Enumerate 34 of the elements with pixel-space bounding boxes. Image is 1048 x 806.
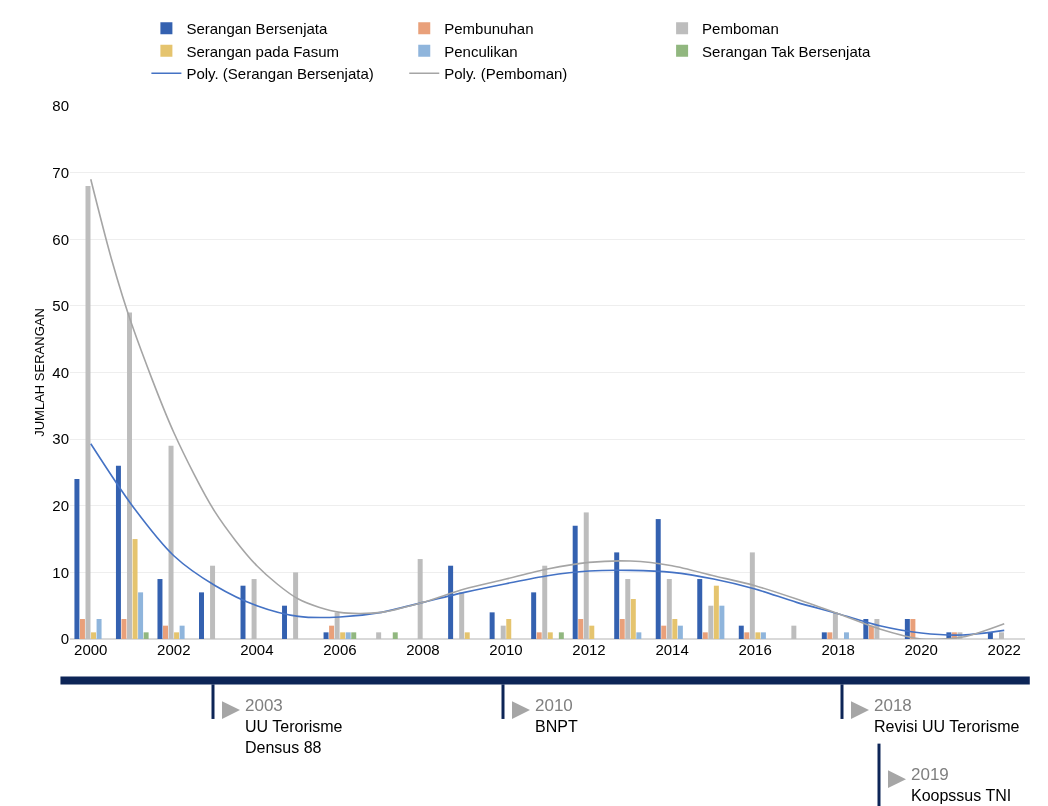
y-tick-label: 0 bbox=[60, 630, 69, 648]
text: 2010 BNPT bbox=[535, 696, 578, 735]
x-tick-label: 2000 bbox=[74, 641, 108, 658]
x-tick-label: 2008 bbox=[406, 641, 440, 658]
x-tick-label: 2018 bbox=[821, 641, 855, 658]
y-tick-label: 30 bbox=[52, 430, 69, 448]
y-tick-label: 40 bbox=[52, 363, 69, 381]
legend-label: Pemboman bbox=[702, 20, 779, 38]
y-tick-label: 10 bbox=[52, 563, 69, 581]
x-tick-label: 2012 bbox=[572, 641, 606, 658]
text: 2003 UU Terorisme Densus 88 bbox=[245, 696, 343, 756]
legend-label: Serangan Tak Bersenjata bbox=[702, 42, 871, 60]
y-tick-label: 20 bbox=[52, 497, 69, 514]
x-tick-label: 2004 bbox=[240, 641, 274, 658]
legend-label: Poly. (Serangan Bersenjata) bbox=[186, 65, 374, 83]
x-tick-label: 2020 bbox=[904, 641, 938, 658]
legend-label: Pembunuhan bbox=[444, 20, 534, 38]
y-tick-label: 60 bbox=[52, 230, 69, 248]
x-tick-label: 2022 bbox=[987, 641, 1021, 658]
text: 2019 Koopssus TNI bbox=[911, 765, 1012, 804]
y-tick-label: 50 bbox=[52, 297, 69, 315]
y-axis-title: JUMLAH SERANGAN bbox=[32, 308, 48, 437]
text: 2018 Revisi UU Terorisme bbox=[874, 696, 1020, 735]
y-tick-label: 70 bbox=[52, 163, 69, 181]
y-tick-label: 80 bbox=[52, 97, 69, 115]
x-tick-label: 2014 bbox=[655, 641, 689, 658]
x-tick-label: 2016 bbox=[738, 641, 772, 658]
legend-label: Poly. (Pemboman) bbox=[444, 65, 568, 83]
x-tick-label: 2002 bbox=[157, 641, 191, 658]
x-tick-label: 2006 bbox=[323, 641, 357, 658]
legend-label: Penculikan bbox=[444, 42, 518, 60]
legend-label: Serangan pada Fasum bbox=[186, 42, 340, 60]
x-tick-label: 2010 bbox=[489, 641, 523, 658]
legend-label: Serangan Bersenjata bbox=[186, 20, 328, 38]
